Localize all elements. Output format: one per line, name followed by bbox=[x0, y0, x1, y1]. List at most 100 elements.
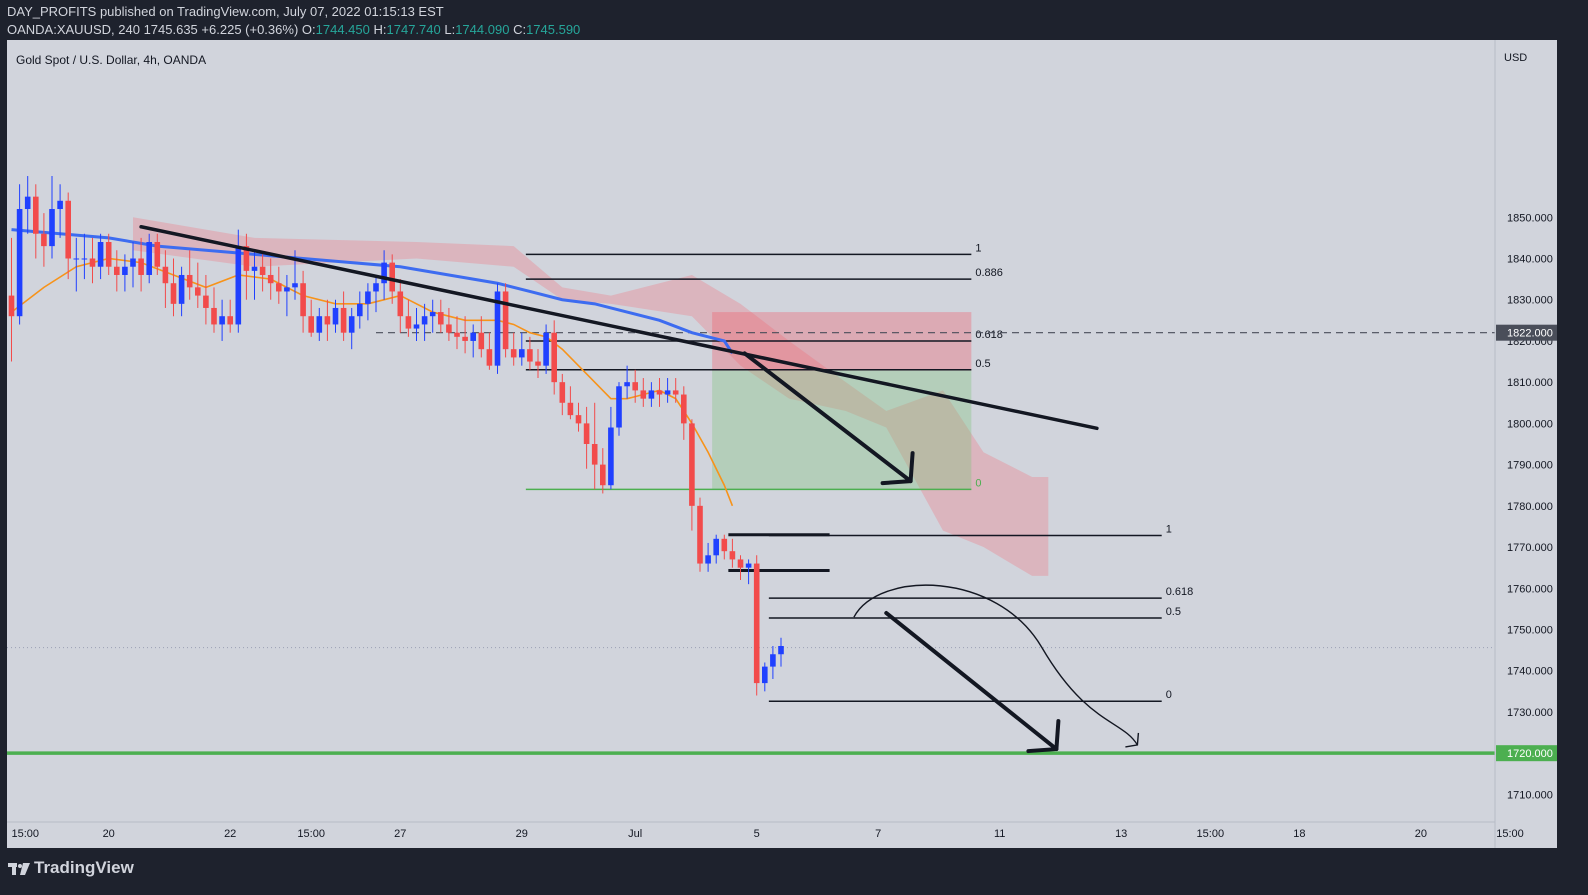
candle bbox=[591, 402, 598, 490]
time-tick-label: 18 bbox=[1293, 828, 1305, 840]
candle bbox=[616, 382, 622, 436]
candle bbox=[300, 270, 306, 333]
candle-body bbox=[535, 361, 541, 366]
candle bbox=[105, 233, 112, 275]
candle-body bbox=[438, 312, 444, 325]
candle-body bbox=[89, 258, 96, 267]
chart-header: DAY_PROFITS published on TradingView.com… bbox=[0, 0, 1588, 40]
candle bbox=[413, 307, 420, 341]
candle bbox=[421, 303, 428, 341]
chart-area[interactable]: 1 0.886 0.618 0.5 0 1 0.618 0.5 0 USD 1710.000 17… bbox=[7, 40, 1557, 848]
time-tick-label: 29 bbox=[516, 828, 528, 840]
candle-body bbox=[729, 551, 736, 560]
candle bbox=[186, 250, 193, 300]
candle-body bbox=[762, 666, 768, 684]
candle-body bbox=[357, 303, 363, 317]
projected-path-arc[interactable] bbox=[853, 584, 1140, 748]
price-badge-label: 1822.000 bbox=[1507, 328, 1553, 340]
time-axis[interactable]: 15:00 20 22 15:00 27 29 Jul 5 7 11 13 15:00 18 20 15:0… bbox=[7, 821, 1524, 840]
candle-body bbox=[632, 382, 638, 391]
candle bbox=[203, 274, 209, 325]
arc-curve bbox=[853, 584, 1138, 746]
arrow-shaft bbox=[742, 351, 913, 484]
time-tick-label: 7 bbox=[875, 828, 881, 840]
candle bbox=[146, 233, 152, 284]
candle-body bbox=[770, 654, 776, 667]
candle bbox=[624, 365, 630, 399]
currency-label: USD bbox=[1504, 52, 1527, 64]
candle-body bbox=[527, 349, 533, 362]
candle bbox=[770, 646, 776, 679]
candle bbox=[737, 555, 744, 581]
close-value: 1745.590 bbox=[526, 22, 581, 37]
candle bbox=[381, 250, 387, 300]
candlesticks bbox=[8, 176, 784, 696]
candle-body bbox=[81, 258, 88, 260]
candle-body bbox=[575, 415, 582, 424]
candle bbox=[745, 559, 752, 585]
candle-body bbox=[219, 316, 225, 325]
candle bbox=[251, 250, 258, 300]
candle-body bbox=[203, 295, 209, 308]
candle bbox=[8, 237, 15, 362]
candle-body bbox=[227, 316, 233, 325]
quote-line: OANDA:XAUUSD, 240 1745.635 +6.225 (+0.36… bbox=[7, 22, 580, 37]
time-tick-label: 11 bbox=[994, 828, 1005, 840]
time-tick-label: 20 bbox=[1415, 828, 1427, 840]
descending-trendline[interactable] bbox=[139, 224, 1099, 431]
candle bbox=[567, 386, 574, 420]
candle-body bbox=[583, 423, 590, 444]
candle-body bbox=[16, 209, 23, 317]
candle-body bbox=[373, 283, 379, 292]
candle-body bbox=[624, 382, 630, 387]
candle-body bbox=[162, 266, 169, 284]
candle-body bbox=[429, 312, 436, 317]
candle-body bbox=[753, 563, 760, 684]
candle-body bbox=[567, 402, 574, 416]
candle-body bbox=[454, 332, 460, 337]
candle bbox=[357, 291, 363, 329]
candle bbox=[462, 316, 468, 354]
price-change: +6.225 (+0.36%) bbox=[201, 22, 299, 37]
bearish-arrow[interactable] bbox=[742, 351, 915, 486]
candle bbox=[600, 448, 606, 494]
candle bbox=[332, 299, 339, 333]
tradingview-brand[interactable]: TradingView bbox=[8, 858, 134, 878]
candle bbox=[276, 266, 282, 304]
candle-body bbox=[57, 200, 63, 210]
candle-body bbox=[243, 246, 250, 271]
candle bbox=[510, 332, 517, 366]
bearish-arrow[interactable] bbox=[884, 611, 1061, 754]
candle-body bbox=[616, 386, 622, 428]
candle-body bbox=[235, 246, 242, 325]
candle-body bbox=[154, 242, 161, 267]
candle bbox=[97, 233, 104, 280]
candle bbox=[429, 299, 436, 333]
symbol-label[interactable]: OANDA:XAUUSD, 240 bbox=[7, 22, 140, 37]
short-position-tool[interactable] bbox=[712, 312, 972, 490]
close-label: C: bbox=[513, 22, 527, 37]
candle bbox=[486, 332, 493, 370]
candle-body bbox=[543, 332, 549, 366]
fib-level-label: 0.886 bbox=[975, 267, 1003, 279]
price-tick-label: 1830.000 bbox=[1507, 295, 1553, 307]
footer-bar: TradingView bbox=[0, 848, 1588, 895]
candle-body bbox=[778, 646, 784, 655]
candle-body bbox=[681, 394, 687, 424]
candle bbox=[672, 378, 679, 403]
candle bbox=[519, 332, 525, 366]
candle bbox=[632, 369, 638, 403]
time-tick-label: 15:00 bbox=[1197, 828, 1225, 840]
price-chart[interactable]: 1 0.886 0.618 0.5 0 1 0.618 0.5 0 USD 1710.000 17… bbox=[7, 40, 1557, 848]
low-label: L: bbox=[444, 22, 456, 37]
candle bbox=[154, 233, 161, 275]
horizontal-levels[interactable] bbox=[7, 332, 1557, 755]
candle bbox=[57, 184, 63, 238]
fibonacci-retracements[interactable]: 1 0.886 0.618 0.5 0 1 0.618 0.5 0 bbox=[525, 242, 1193, 702]
user-drawings[interactable] bbox=[139, 224, 1140, 754]
price-axis[interactable]: USD 1710.000 1720.000 1730.000 1740.000 1750… bbox=[1494, 40, 1557, 848]
tradingview-logo-icon bbox=[8, 862, 30, 875]
candle-body bbox=[73, 258, 80, 260]
candle bbox=[535, 349, 541, 379]
candle bbox=[219, 299, 225, 341]
